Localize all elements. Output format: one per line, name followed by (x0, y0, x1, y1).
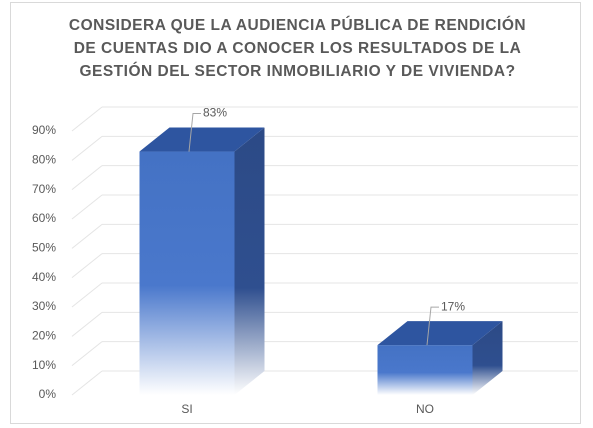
y-tick-label: 30% (32, 299, 56, 313)
y-tick-label: 80% (32, 153, 56, 167)
grid-line (71, 135, 103, 161)
grid-line (71, 282, 103, 308)
leader-line (188, 113, 201, 152)
grid-line (71, 311, 103, 337)
grid-line (71, 194, 103, 220)
y-tick-label: 10% (32, 358, 56, 372)
bar-side (234, 127, 265, 396)
grid-line (71, 370, 103, 396)
y-tick-label: 0% (39, 387, 57, 401)
leader-line (426, 306, 439, 346)
bar-side (472, 321, 503, 395)
grid-line (71, 165, 103, 191)
x-tick-label: NO (416, 402, 434, 416)
grid-line (71, 253, 103, 279)
chart-border (10, 2, 581, 424)
y-tick-label: 40% (32, 270, 56, 284)
y-tick-label: 50% (32, 241, 56, 255)
y-tick-label: 90% (32, 123, 56, 137)
x-tick-label: SI (181, 402, 192, 416)
bar-top (377, 321, 503, 346)
y-tick-label: 60% (32, 211, 56, 225)
bar-top (139, 127, 265, 152)
bar (377, 345, 473, 395)
bar (139, 151, 235, 395)
y-tick-label: 20% (32, 329, 56, 343)
data-label: 83% (203, 106, 227, 120)
chart-title: CONSIDERA QUE LA AUDIENCIA PÚBLICA DE RE… (68, 17, 527, 80)
y-tick-label: 70% (32, 182, 56, 196)
grid-line (71, 341, 103, 367)
data-label: 17% (441, 299, 465, 313)
grid-line (71, 106, 103, 132)
grid-line (71, 223, 103, 249)
